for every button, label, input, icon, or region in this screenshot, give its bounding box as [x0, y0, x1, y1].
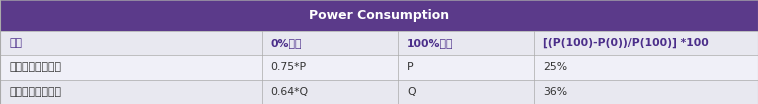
Text: 0%通信: 0%通信	[271, 38, 302, 48]
Text: 25%: 25%	[543, 62, 568, 72]
Text: 功耗: 功耗	[9, 38, 22, 48]
Text: Power Consumption: Power Consumption	[309, 9, 449, 22]
Bar	[0, 31, 758, 55]
Bar	[0, 0, 758, 31]
Text: 100%通信: 100%通信	[407, 38, 453, 48]
Bar	[0, 80, 758, 104]
Text: 0.75*P: 0.75*P	[271, 62, 307, 72]
Bar	[0, 55, 758, 80]
Text: Q: Q	[407, 87, 415, 97]
Text: 0.64*Q: 0.64*Q	[271, 87, 309, 97]
Text: [(P(100)-P(0))/P(100)] *100: [(P(100)-P(0))/P(100)] *100	[543, 38, 709, 48]
Text: 36%: 36%	[543, 87, 568, 97]
Text: 无结构化时钟门控: 无结构化时钟门控	[9, 62, 61, 72]
Text: 有结构化时钟门控: 有结构化时钟门控	[9, 87, 61, 97]
Text: P: P	[407, 62, 414, 72]
